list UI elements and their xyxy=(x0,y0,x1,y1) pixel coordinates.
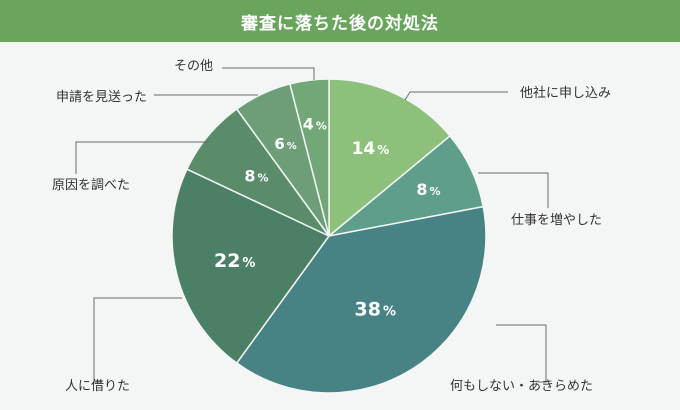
chart-title-bar: 審査に落ちた後の対処法 xyxy=(0,0,680,42)
slice-value-label: 8% xyxy=(416,180,440,199)
category-label: 人に借りた xyxy=(65,379,130,394)
leader-line xyxy=(222,67,315,80)
leader-line xyxy=(93,297,182,383)
category-label: 仕事を増やした xyxy=(511,213,602,228)
slice-value-label: 14% xyxy=(352,139,390,159)
category-label: 原因を調べた xyxy=(52,178,130,193)
slice-value-label: 6% xyxy=(274,135,296,153)
slice-value-label: 8% xyxy=(244,167,268,186)
chart-title: 審査に落ちた後の対処法 xyxy=(241,13,439,34)
slice-value-label: 38% xyxy=(355,299,396,321)
slice-value-label: 22% xyxy=(214,250,255,272)
category-label: その他 xyxy=(174,59,213,74)
slice-value-label: 4% xyxy=(303,114,327,133)
category-label: 他社に申し込み xyxy=(520,85,611,101)
pie-slice-3 xyxy=(235,205,487,394)
leader-line xyxy=(478,172,549,208)
leader-line xyxy=(496,324,547,383)
pie-slice-1 xyxy=(328,78,452,238)
leader-line xyxy=(75,141,208,174)
leader-line xyxy=(404,91,508,101)
category-label: 何もしない・あきらめた xyxy=(450,378,593,394)
category-label: 申請を見送った xyxy=(56,90,147,105)
pie-slice-7 xyxy=(289,78,330,237)
